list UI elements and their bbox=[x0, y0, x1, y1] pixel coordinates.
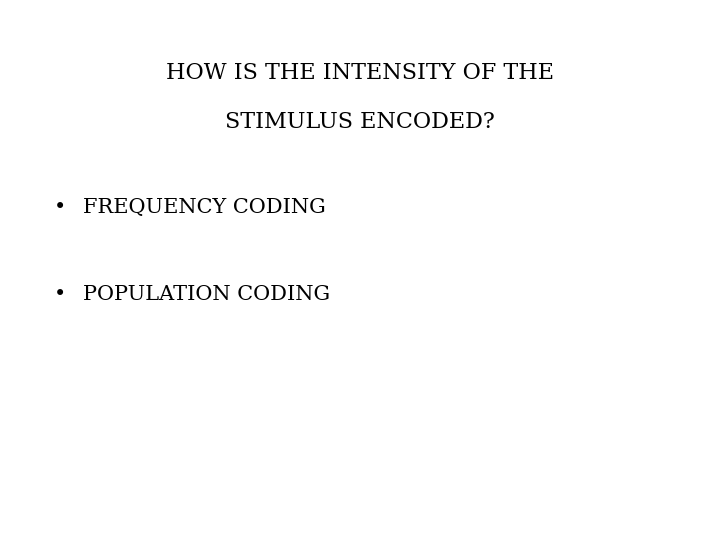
Text: POPULATION CODING: POPULATION CODING bbox=[83, 285, 330, 304]
Text: FREQUENCY CODING: FREQUENCY CODING bbox=[83, 198, 325, 218]
Text: HOW IS THE INTENSITY OF THE: HOW IS THE INTENSITY OF THE bbox=[166, 62, 554, 84]
Text: •: • bbox=[54, 285, 66, 304]
Text: •: • bbox=[54, 198, 66, 218]
Text: STIMULUS ENCODED?: STIMULUS ENCODED? bbox=[225, 111, 495, 132]
